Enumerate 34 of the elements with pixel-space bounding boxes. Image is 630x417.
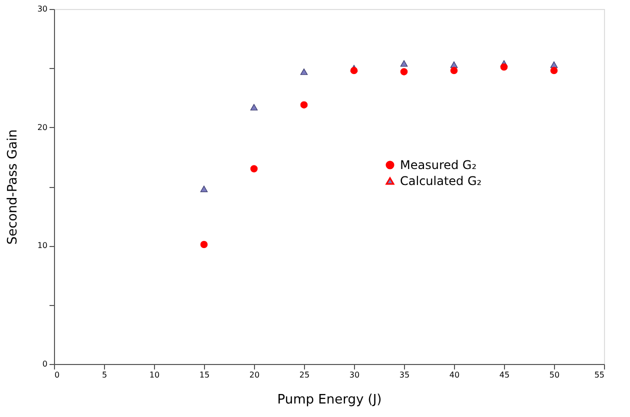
point xyxy=(250,165,258,172)
point xyxy=(400,60,408,67)
point xyxy=(550,66,558,74)
x-tick-label: 10 xyxy=(149,370,160,380)
point xyxy=(250,104,258,110)
x-tick-label: 45 xyxy=(499,370,510,380)
point xyxy=(450,61,458,68)
x-tick-label: 30 xyxy=(349,370,360,380)
x-tick-label: 0 xyxy=(54,370,60,380)
x-tick-label: 5 xyxy=(102,370,108,380)
y-tick-label: 20 xyxy=(37,122,48,132)
x-tick-label: 35 xyxy=(399,370,410,380)
x-tick-label: 50 xyxy=(549,370,560,380)
point xyxy=(550,61,558,68)
x-axis-title: Pump Energy (J) xyxy=(277,392,382,408)
y-tick-label: 10 xyxy=(37,241,48,250)
y-axis-title: Second-Pass Gain xyxy=(5,129,20,245)
point xyxy=(400,68,408,76)
point xyxy=(200,240,208,248)
x-tick-label: 55 xyxy=(594,370,604,380)
x-tick-label: 15 xyxy=(199,370,210,380)
point xyxy=(450,66,458,74)
point xyxy=(200,186,208,192)
y-tick-label: 0 xyxy=(42,360,48,368)
point xyxy=(500,63,508,71)
point xyxy=(300,101,308,108)
legend-label: Measured G₂ xyxy=(400,158,477,172)
y-tick-label: 30 xyxy=(37,4,48,14)
x-tick-label: 20 xyxy=(249,370,260,380)
legend-label: Calculated G₂ xyxy=(400,174,482,188)
point xyxy=(350,66,358,74)
x-tick-label: 25 xyxy=(299,370,310,380)
point xyxy=(300,68,308,75)
x-tick-label: 40 xyxy=(449,370,460,380)
